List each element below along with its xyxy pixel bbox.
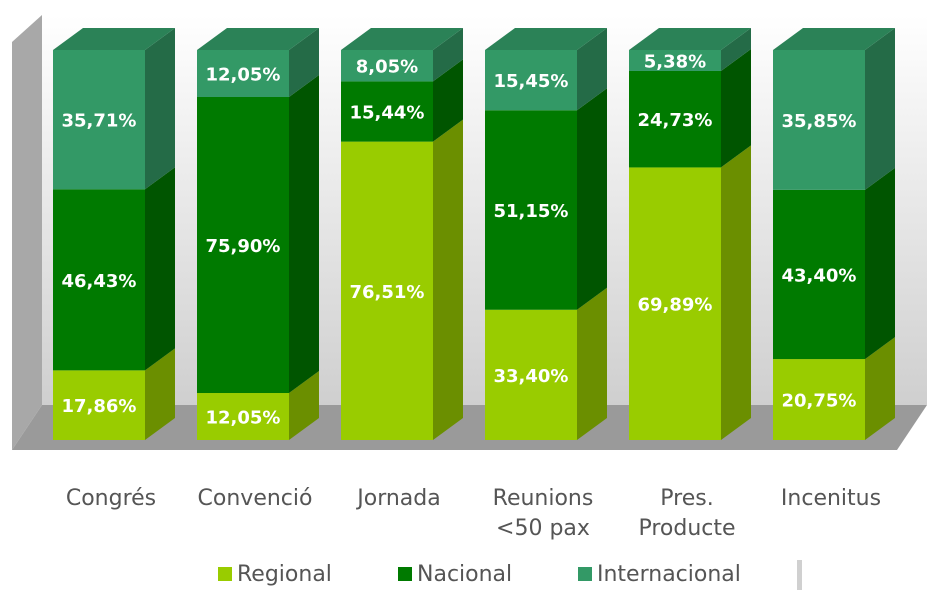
bar-side xyxy=(289,28,319,97)
bar-side xyxy=(721,48,751,168)
legend-swatch xyxy=(218,567,232,581)
value-label: 46,43% xyxy=(62,271,137,292)
value-label: 15,44% xyxy=(350,103,425,124)
legend-swatch xyxy=(398,567,412,581)
left-wall xyxy=(12,15,42,450)
bar-segment xyxy=(197,74,319,394)
x-tick-label: Convenció xyxy=(198,486,313,511)
bar-front xyxy=(197,393,289,440)
legend-swatch xyxy=(578,567,592,581)
bar-front xyxy=(485,50,577,111)
bar-front xyxy=(629,50,721,71)
bar-segment xyxy=(629,28,751,71)
value-label: 20,75% xyxy=(782,391,857,412)
bar-front xyxy=(341,141,433,440)
value-label: 76,51% xyxy=(350,282,425,303)
value-label: 5,38% xyxy=(644,51,706,72)
bar-side xyxy=(865,167,895,360)
bar-side xyxy=(289,371,319,440)
bar-front xyxy=(53,370,145,440)
bar-top xyxy=(197,28,319,50)
value-label: 33,40% xyxy=(494,366,569,387)
bar-side xyxy=(865,28,895,190)
bar-front xyxy=(629,70,721,168)
bar-segment xyxy=(53,28,175,190)
bar-side xyxy=(577,28,607,111)
bar-side xyxy=(433,28,463,82)
bar-side xyxy=(145,28,175,190)
bar-front xyxy=(485,309,577,440)
value-label: 69,89% xyxy=(638,295,713,316)
bar-segment xyxy=(485,287,607,440)
value-label: 12,05% xyxy=(206,408,281,429)
bar-segment xyxy=(485,88,607,310)
bar-top xyxy=(53,28,175,50)
bar-top xyxy=(485,28,607,50)
bar-segment xyxy=(197,28,319,97)
bar-top xyxy=(341,28,463,50)
bar-front xyxy=(773,189,865,360)
legend-separator xyxy=(797,560,802,590)
bar-side xyxy=(289,74,319,394)
x-tick-label: Jornada xyxy=(355,486,440,511)
bar-side xyxy=(721,145,751,440)
value-label: 35,85% xyxy=(782,111,857,132)
bar-front xyxy=(53,50,145,190)
value-label: 15,45% xyxy=(494,71,569,92)
legend-label: Nacional xyxy=(417,562,512,587)
bar-front xyxy=(53,189,145,371)
bar-segment xyxy=(53,348,175,440)
bar-side xyxy=(433,119,463,441)
bar-segment xyxy=(53,167,175,371)
bar-side xyxy=(865,337,895,440)
x-tick-label: Reunions <50 pax xyxy=(493,486,594,541)
value-label: 43,40% xyxy=(782,265,857,286)
bar-segment xyxy=(197,371,319,440)
legend-label: Internacional xyxy=(597,562,741,587)
value-label: 35,71% xyxy=(62,111,137,132)
x-tick-label: Pres. Producte xyxy=(638,486,735,541)
bar-side xyxy=(721,28,751,71)
bar-segment xyxy=(341,119,463,441)
bar-segment xyxy=(341,28,463,82)
legend-label: Regional xyxy=(237,562,332,587)
bar-side xyxy=(145,167,175,371)
value-label: 51,15% xyxy=(494,201,569,222)
bar-front xyxy=(197,50,289,97)
bar-segment xyxy=(773,337,895,440)
bar-segment xyxy=(773,167,895,360)
bar-front xyxy=(341,81,433,142)
value-label: 17,86% xyxy=(62,396,137,417)
bar-top xyxy=(773,28,895,50)
bar-segment xyxy=(341,59,463,142)
bar-segment xyxy=(629,48,751,168)
bar-front xyxy=(773,359,865,440)
value-label: 8,05% xyxy=(356,57,418,78)
x-tick-label: Incenitus xyxy=(781,486,881,511)
bar-front xyxy=(341,50,433,82)
value-label: 75,90% xyxy=(206,236,281,257)
bar-side xyxy=(577,287,607,440)
bar-front xyxy=(485,110,577,310)
bar-front xyxy=(629,167,721,440)
bar-top xyxy=(629,28,751,50)
bar-side xyxy=(577,88,607,310)
bar-side xyxy=(433,59,463,142)
bar-segment xyxy=(485,28,607,111)
bar-front xyxy=(773,50,865,190)
x-tick-label: Congrés xyxy=(66,486,156,511)
value-label: 12,05% xyxy=(206,64,281,85)
bar-segment xyxy=(629,145,751,440)
value-label: 24,73% xyxy=(638,110,713,131)
bar-front xyxy=(197,96,289,394)
bar-segment xyxy=(773,28,895,190)
bar-side xyxy=(145,348,175,440)
